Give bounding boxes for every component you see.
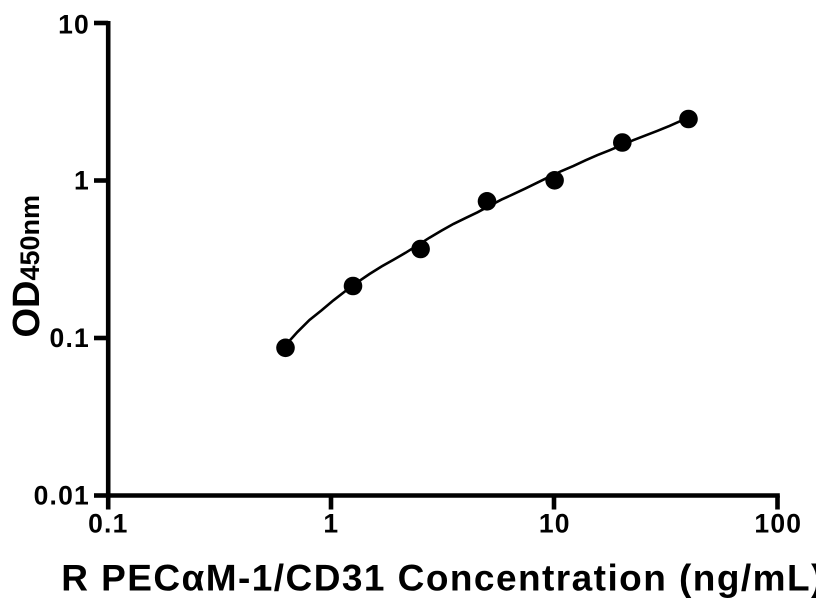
- svg-text:0.1: 0.1: [88, 509, 128, 539]
- svg-text:10: 10: [539, 509, 571, 539]
- svg-text:0.1: 0.1: [50, 323, 90, 353]
- svg-text:10: 10: [58, 10, 90, 40]
- svg-text:1: 1: [323, 509, 339, 539]
- svg-text:R PECαM-1/CD31 Concentration (: R PECαM-1/CD31 Concentration (ng/mL): [61, 558, 816, 599]
- svg-text:100: 100: [754, 509, 802, 539]
- svg-text:1: 1: [74, 166, 90, 196]
- svg-text:0.01: 0.01: [34, 481, 90, 511]
